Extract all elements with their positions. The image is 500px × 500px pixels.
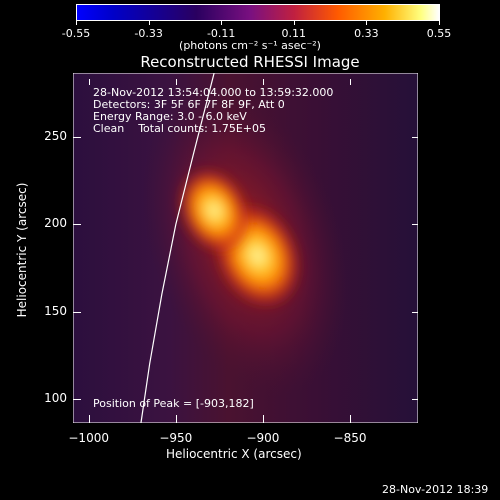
x-tick-label: −900 xyxy=(246,431,280,445)
y-tick xyxy=(73,137,81,139)
heatmap-plot xyxy=(72,72,419,424)
peak-position: Position of Peak = [-903,182] xyxy=(93,397,254,410)
y-tick-right xyxy=(412,311,418,313)
colorbar-tick xyxy=(148,21,150,25)
timestamp: 28-Nov-2012 18:39 xyxy=(382,483,489,496)
source-2 xyxy=(178,167,251,254)
info-detectors: Detectors: 3F 5F 6F 7F 8F 9F, Att 0 xyxy=(93,98,285,111)
y-axis-label: Heliocentric Y (arcsec) xyxy=(15,182,29,318)
x-tick-label: −1000 xyxy=(68,431,109,445)
x-tick-top xyxy=(88,79,90,85)
solar-limb-line xyxy=(140,72,215,424)
x-tick-top xyxy=(262,79,264,85)
y-tick-label: 150 xyxy=(44,303,67,318)
colorbar-tick xyxy=(293,21,295,25)
y-tick xyxy=(73,398,81,400)
x-axis-label: Heliocentric X (arcsec) xyxy=(166,447,302,461)
colorbar-tick-label: -0.33 xyxy=(134,27,163,40)
info-time-range: 28-Nov-2012 13:54:04.000 to 13:59:32.000 xyxy=(93,86,334,99)
y-tick-right xyxy=(412,398,418,400)
x-tick-top xyxy=(175,79,177,85)
info-energy-range: Energy Range: 3.0 - 6.0 keV xyxy=(93,110,247,123)
y-tick xyxy=(73,224,81,226)
colorbar-tick-label: 0.11 xyxy=(281,27,307,40)
x-tick-top xyxy=(350,79,352,85)
colorbar-tick xyxy=(366,21,368,25)
x-tick xyxy=(175,415,177,423)
plot-title: Reconstructed RHESSI Image xyxy=(140,53,360,71)
y-tick-right xyxy=(412,224,418,226)
colorbar-tick xyxy=(76,21,77,25)
colorbar-tick xyxy=(221,21,223,25)
x-tick xyxy=(350,415,352,423)
colorbar-tick-label: 0.33 xyxy=(354,27,379,40)
x-tick-label: −850 xyxy=(333,431,367,445)
colorbar xyxy=(76,4,440,21)
colorbar-units: (photons cm⁻² s⁻¹ asec⁻²) xyxy=(179,39,321,52)
plot-area: 28-Nov-2012 13:54:04.000 to 13:59:32.000… xyxy=(72,72,419,424)
info-clean-counts: Clean Total counts: 1.75E+05 xyxy=(93,122,267,135)
x-tick xyxy=(262,415,264,423)
colorbar-tick-label: -0.11 xyxy=(206,27,236,40)
y-tick-label: 200 xyxy=(44,216,67,231)
y-tick-label: 250 xyxy=(44,129,67,144)
y-tick xyxy=(73,311,81,313)
colorbar-tick-label: 0.55 xyxy=(426,27,452,40)
colorbar-tick-label: -0.55 xyxy=(61,27,91,40)
colorbar-tick xyxy=(439,21,440,25)
x-tick xyxy=(88,415,90,423)
y-tick-label: 100 xyxy=(44,390,67,405)
y-tick-right xyxy=(412,137,418,139)
x-tick-label: −950 xyxy=(159,431,193,445)
